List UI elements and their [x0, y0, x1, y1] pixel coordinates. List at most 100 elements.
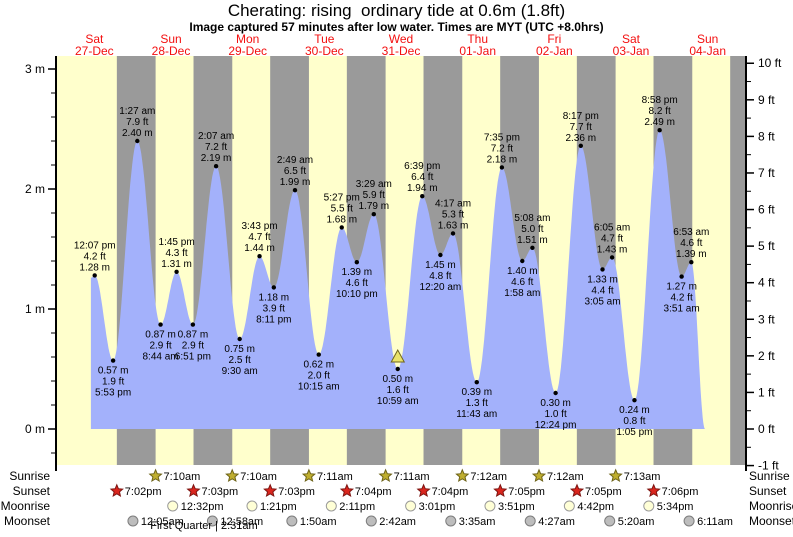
right-axis-tick-label: 7 ft: [758, 166, 775, 180]
sunrise-star-icon: [455, 468, 470, 483]
sunset-star-icon: [109, 483, 124, 498]
low-tide-label: 4.2 ft: [671, 293, 693, 304]
current-tide-marker-triangle: [390, 348, 406, 363]
low-tide-label: 1.3 ft: [466, 398, 488, 409]
high-tide-label: 1.94 m: [407, 183, 438, 194]
high-tide-label: 7.2 ft: [491, 143, 513, 154]
high-tide-label: 1.68 m: [326, 214, 357, 225]
sunset-star-icon: [569, 483, 585, 498]
low-tide-label: 0.50 m: [382, 374, 413, 385]
high-tide-dot: [339, 225, 344, 230]
high-tide-label: 5.3 ft: [442, 209, 464, 220]
high-tide-label: 4:17 am: [435, 198, 471, 209]
high-tide-dot: [689, 260, 694, 265]
low-tide-label: 3:05 am: [584, 296, 620, 307]
high-tide-label: 1:27 am: [119, 106, 155, 117]
day-name-label: Mon: [236, 32, 259, 46]
moonset-time-label: 12:05am: [141, 516, 184, 528]
high-tide-label: 1.63 m: [438, 220, 469, 231]
high-tide-label: 8:58 pm: [642, 95, 678, 106]
day-name-label: Sun: [697, 32, 718, 46]
right-axis-tick-label: 2 ft: [758, 349, 775, 363]
low-tide-label: 2.9 ft: [182, 341, 204, 352]
moonrise-time-label: 12:32pm: [181, 501, 224, 513]
sunrise-star-icon: [531, 468, 547, 483]
low-tide-label: 1.33 m: [587, 274, 618, 285]
sunset-star-icon: [646, 483, 661, 498]
left-axis-tick-label: 1 m: [25, 302, 45, 316]
day-date-label: 27-Dec: [75, 44, 114, 58]
right-axis-tick-label: 9 ft: [758, 93, 775, 107]
high-tide-dot: [135, 138, 140, 144]
right-axis-tick-label: 8 ft: [758, 129, 775, 143]
high-tide-label: 3:29 am: [356, 179, 392, 190]
high-tide-dot: [420, 194, 425, 199]
low-tide-label: 0.30 m: [540, 398, 571, 409]
low-tide-label: 6:51 pm: [175, 352, 211, 363]
high-tide-label: 7:35 pm: [484, 132, 520, 143]
high-tide-label: 2:49 am: [277, 155, 313, 166]
low-tide-label: 0.8 ft: [623, 416, 645, 427]
sunrise-time-label: 7:12am: [547, 471, 584, 483]
sunrise-star-icon: [301, 468, 317, 483]
high-tide-label: 1.43 m: [597, 244, 628, 255]
low-tide-label: 5:53 pm: [95, 388, 131, 399]
left-axis-tick-label: 0 m: [25, 422, 45, 436]
high-tide-label: 8.2 ft: [649, 106, 671, 117]
sunrise-time-label: 7:10am: [164, 471, 201, 483]
low-tide-label: 4.8 ft: [429, 271, 451, 282]
low-tide-label: 9:30 am: [222, 366, 258, 377]
low-tide-dot: [190, 322, 196, 327]
high-tide-label: 2.49 m: [644, 117, 675, 128]
sunset-star-icon: [339, 483, 355, 498]
low-tide-label: 8:11 pm: [256, 314, 291, 325]
low-tide-label: 0.87 m: [178, 330, 209, 341]
moonrise-time-label: 3:51pm: [498, 501, 535, 513]
high-tide-dot: [92, 273, 97, 278]
low-tide-label: 1.9 ft: [102, 377, 124, 388]
page-title: Cherating: rising ordinary tide at 0.6m …: [227, 1, 566, 20]
high-tide-label: 1.99 m: [280, 177, 311, 188]
night-band: [730, 56, 746, 465]
high-tide-label: 5:27 pm: [324, 192, 360, 203]
high-tide-dot: [530, 245, 535, 250]
high-tide-label: 1.31 m: [161, 259, 192, 270]
high-tide-label: 1.51 m: [517, 235, 548, 246]
moonrise-circle-icon: [325, 500, 337, 512]
moonset-row-label-right: Moonset: [749, 514, 793, 528]
moonset-circle-icon: [445, 515, 457, 527]
low-tide-label: 11:43 am: [456, 409, 497, 420]
moonrise-row-label-left: Moonrise: [0, 499, 50, 513]
day-name-label: Wed: [389, 32, 413, 46]
sunrise-star-icon: [608, 468, 623, 483]
low-tide-label: 1.6 ft: [387, 385, 409, 396]
high-tide-dot: [609, 255, 615, 260]
low-tide-label: 1:58 am: [504, 288, 540, 299]
sunrise-time-label: 7:11am: [394, 471, 430, 483]
left-axis-tick-label: 2 m: [25, 182, 45, 196]
tide-curve-area: [90, 130, 705, 429]
high-tide-label: 7.9 ft: [126, 117, 148, 128]
low-tide-label: 1.39 m: [342, 267, 373, 278]
high-tide-label: 12:07 pm: [74, 240, 116, 251]
day-name-label: Sun: [160, 32, 181, 46]
sunset-star-icon: [416, 483, 431, 498]
low-tide-label: 10:15 am: [298, 382, 340, 393]
moonrise-time-label: 3:01pm: [419, 501, 456, 513]
day-date-label: 02-Jan: [536, 44, 573, 58]
low-tide-dot: [110, 358, 116, 363]
low-tide-label: 2.0 ft: [308, 371, 330, 382]
day-date-label: 03-Jan: [613, 44, 650, 58]
sunset-row-label-right: Sunset: [749, 484, 787, 498]
left-axis-tick-label: 3 m: [25, 62, 45, 76]
high-tide-label: 4.7 ft: [601, 233, 623, 244]
moonset-time-label: 5:20am: [618, 516, 655, 528]
moon-phase-label: First Quarter | 2:31am: [150, 520, 258, 532]
sunrise-time-label: 7:11am: [317, 471, 353, 483]
sunrise-row-label-right: Sunrise: [749, 469, 790, 483]
high-tide-label: 7.2 ft: [205, 142, 227, 153]
day-name-label: Sat: [85, 32, 104, 46]
low-tide-label: 12:20 am: [420, 282, 462, 293]
right-axis-tick-label: 1 ft: [758, 385, 775, 399]
